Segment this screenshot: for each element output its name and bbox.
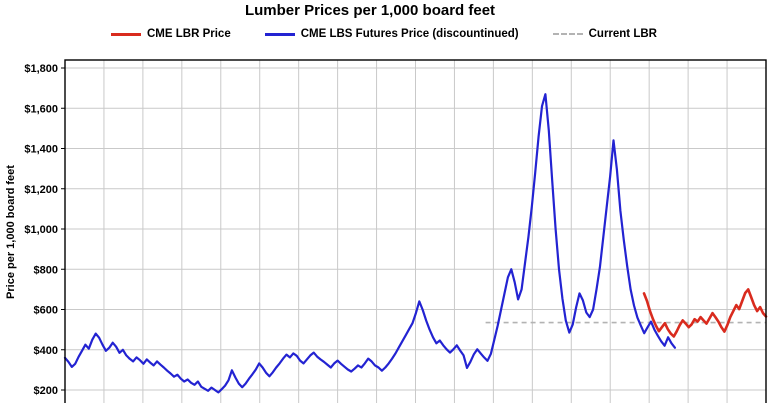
y-tick-label: $1,800 [24,63,58,75]
chart-title: Lumber Prices per 1,000 board feet [244,2,496,19]
legend-label-lbr-price: CME LBR Price [147,28,231,40]
y-tick-label: $1,600 [24,103,58,115]
lbs-line-swatch-icon [264,32,295,36]
legend-item-lbs-futures: CME LBS Futures Price (discountinued) [264,28,519,40]
y-tick-label: $1,200 [24,184,58,196]
current-lbr-swatch-icon [552,33,583,35]
lbr-price-line [642,288,768,338]
chart-legend: CME LBR Price CME LBS Futures Price (dis… [0,28,768,40]
y-tick-label: $600 [34,305,58,317]
lbs-futures-line [63,93,677,394]
legend-item-current-lbr: Current LBR [552,28,657,40]
y-tick-label: $1,000 [24,224,58,236]
y-tick-label: $800 [34,264,58,276]
y-tick-label: $1,400 [24,144,58,156]
y-tick-label: $400 [34,345,58,357]
legend-label-lbs-futures: CME LBS Futures Price (discountinued) [300,28,519,40]
y-axis-title: Price per 1,000 board feet [5,165,17,299]
legend-item-lbr-price: CME LBR Price [111,28,231,40]
y-tick-label: $200 [34,385,58,397]
legend-label-current-lbr: Current LBR [588,28,657,40]
plot-border [64,59,767,403]
lbr-line-swatch-icon [111,32,141,36]
